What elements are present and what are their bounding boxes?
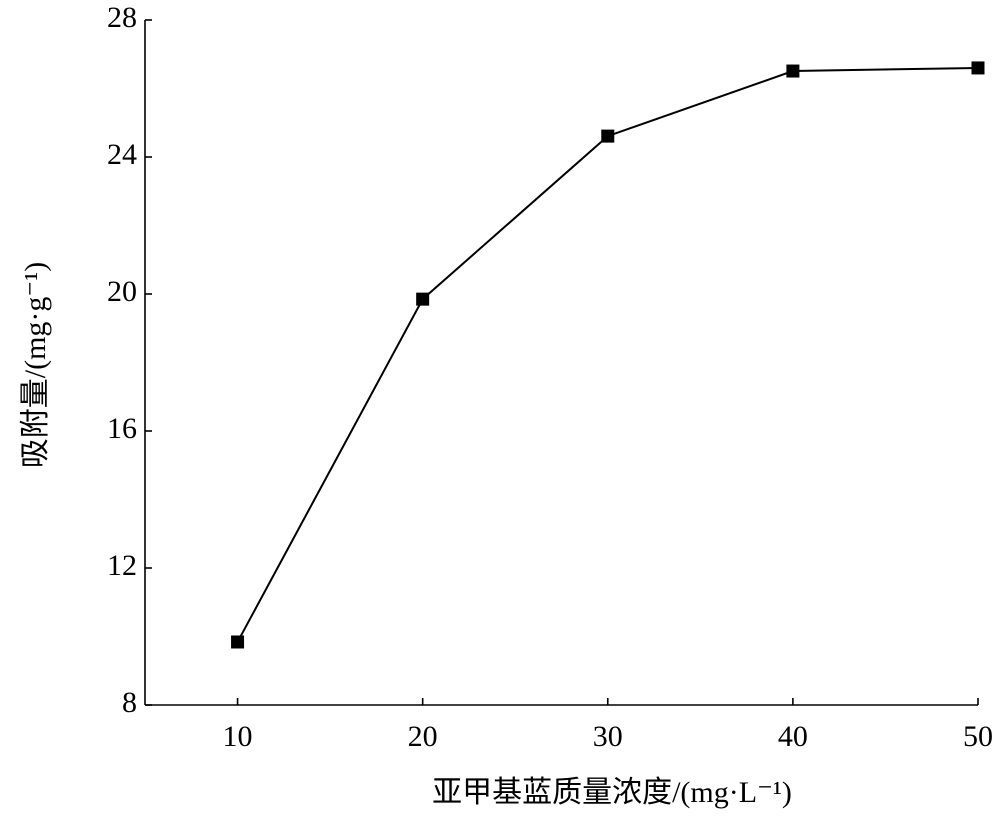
x-tick-label: 40 (778, 720, 808, 753)
x-tick-label: 10 (223, 720, 253, 753)
y-tick-label: 16 (107, 412, 137, 445)
x-tick-label: 30 (593, 720, 623, 753)
y-tick-label: 12 (107, 549, 137, 582)
data-point (231, 635, 245, 649)
data-line (236, 66, 979, 643)
data-point (971, 61, 985, 75)
y-axis-label: 吸附量/(mg·g⁻¹) (19, 262, 52, 468)
x-tick-label: 50 (963, 720, 993, 753)
data-point (416, 292, 430, 306)
data-point (786, 64, 800, 78)
y-tick-label: 24 (107, 138, 137, 171)
y-tick-label: 20 (107, 275, 137, 308)
data-point (601, 129, 615, 143)
y-tick-label: 28 (107, 1, 137, 34)
x-axis-label: 亚甲基蓝质量浓度/(mg·L⁻¹) (432, 776, 792, 809)
y-tick-label: 8 (122, 686, 137, 719)
x-tick-label: 20 (408, 720, 438, 753)
